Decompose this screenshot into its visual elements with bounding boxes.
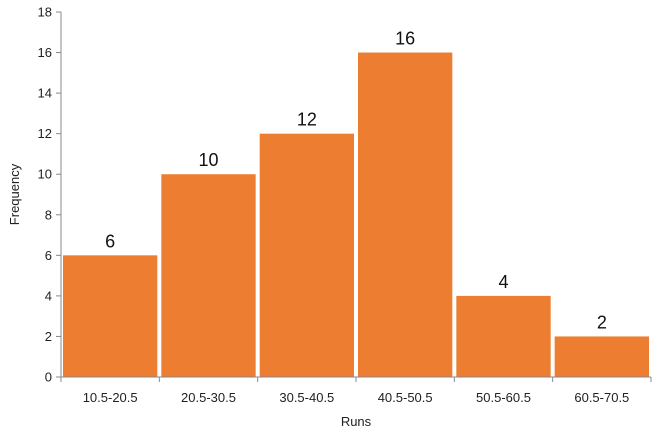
bar-10.5-20.5 bbox=[63, 255, 158, 377]
x-tick-label-30.5-40.5: 30.5-40.5 bbox=[279, 390, 334, 405]
x-ticks-group: 10.5-20.5 20.5-30.5 30.5-40.5 40.5-50.5 50.5… bbox=[60, 377, 652, 405]
y-tick-label-12: 12 bbox=[38, 126, 52, 141]
x-tick-label-10.5-20.5: 10.5-20.5 bbox=[83, 390, 138, 405]
bar-20.5-30.5 bbox=[161, 174, 256, 377]
x-axis-title: Runs bbox=[341, 414, 372, 429]
y-tick-label-2: 2 bbox=[45, 329, 52, 344]
data-label-60.5-70.5: 2 bbox=[597, 312, 607, 332]
bar-40.5-50.5 bbox=[358, 52, 453, 378]
y-tick-label-10: 10 bbox=[38, 167, 52, 182]
data-label-20.5-30.5: 10 bbox=[198, 150, 218, 170]
y-tick-label-8: 8 bbox=[45, 207, 52, 222]
y-tick-label-0: 0 bbox=[45, 370, 52, 385]
x-tick-label-50.5-60.5: 50.5-60.5 bbox=[476, 390, 531, 405]
y-ticks-group: 0 2 4 6 8 10 12 14 16 18 bbox=[38, 5, 61, 385]
data-labels-group: 6 10 12 16 4 2 bbox=[105, 29, 607, 333]
data-label-50.5-60.5: 4 bbox=[498, 272, 508, 292]
y-tick-label-18: 18 bbox=[38, 5, 52, 20]
bar-60.5-70.5 bbox=[554, 336, 649, 377]
x-tick-label-20.5-30.5: 20.5-30.5 bbox=[181, 390, 236, 405]
x-tick-label-40.5-50.5: 40.5-50.5 bbox=[378, 390, 433, 405]
data-label-10.5-20.5: 6 bbox=[105, 231, 115, 251]
bar-30.5-40.5 bbox=[259, 133, 354, 377]
bars-group bbox=[63, 52, 649, 378]
y-tick-label-4: 4 bbox=[45, 288, 52, 303]
y-axis-title: Frequency bbox=[7, 163, 22, 225]
y-tick-label-16: 16 bbox=[38, 45, 52, 60]
data-label-30.5-40.5: 12 bbox=[297, 110, 317, 130]
data-label-40.5-50.5: 16 bbox=[395, 29, 415, 49]
y-tick-label-6: 6 bbox=[45, 248, 52, 263]
y-tick-label-14: 14 bbox=[38, 86, 52, 101]
bar-50.5-60.5 bbox=[456, 295, 551, 377]
x-tick-label-60.5-70.5: 60.5-70.5 bbox=[574, 390, 629, 405]
